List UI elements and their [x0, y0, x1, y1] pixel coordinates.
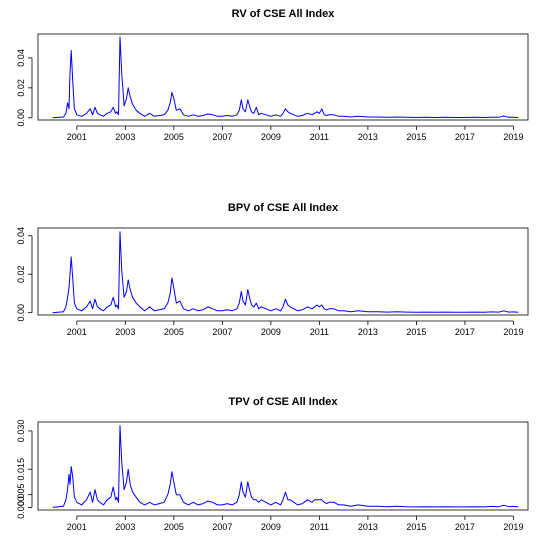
x-tick-label: 2013	[358, 327, 378, 337]
chart-panel-2: BPV of CSE All Index 2001 2003 2005 2007 2009…	[16, 202, 529, 337]
x-tick-label: 2005	[164, 132, 184, 142]
plot-frame	[37, 33, 529, 121]
y-tick-label: 0.030	[16, 420, 26, 443]
x-tick-label: 2005	[164, 327, 184, 337]
x-tick-label: 2003	[115, 132, 135, 142]
chart-panel-3: TPV of CSE All Index 2001 2003 2005 2007 2009…	[16, 396, 529, 532]
y-tick-label: 0.04	[16, 49, 26, 67]
x-tick-label: 2007	[212, 132, 232, 142]
x-tick-label: 2009	[261, 327, 281, 337]
x-tick-label: 2011	[310, 522, 329, 532]
x-tick-label: 2007	[212, 522, 232, 532]
x-tick-label: 2005	[164, 522, 184, 532]
x-tick-label: 2009	[261, 132, 281, 142]
series-line	[52, 425, 519, 508]
y-tick-label: 0.015	[16, 458, 26, 481]
x-tick-label: 2003	[115, 327, 135, 337]
y-tick-label: 0.005	[16, 483, 26, 506]
x-tick-label: 2011	[310, 132, 329, 142]
x-tick-label: 2013	[358, 522, 378, 532]
plot-frame	[37, 227, 529, 316]
x-tick-label: 2019	[503, 522, 523, 532]
x-tick-label: 2009	[261, 522, 281, 532]
x-tick-label: 2017	[455, 522, 475, 532]
x-tick-label: 2019	[503, 132, 523, 142]
x-tick-label: 2001	[67, 522, 87, 532]
y-tick-label: 0.04	[16, 227, 26, 245]
y-tick-label: 0.000	[16, 496, 26, 519]
x-tick-label: 2001	[67, 132, 87, 142]
chart-title: BPV of CSE All Index	[228, 202, 339, 214]
chart-title: TPV of CSE All Index	[229, 396, 339, 408]
y-tick-label: 0.00	[16, 109, 26, 127]
x-tick-label: 2015	[406, 132, 426, 142]
series-line	[52, 36, 519, 119]
x-tick-label: 2013	[358, 132, 378, 142]
x-tick-label: 2015	[406, 327, 426, 337]
x-tick-label: 2003	[115, 522, 135, 532]
series-line	[52, 231, 519, 314]
x-tick-label: 2015	[406, 522, 426, 532]
x-tick-label: 2011	[310, 327, 329, 337]
y-tick-label: 0.00	[16, 304, 26, 322]
y-tick-label: 0.02	[16, 79, 26, 97]
chart-title: RV of CSE All Index	[232, 8, 336, 20]
x-tick-label: 2007	[212, 327, 232, 337]
x-tick-label: 2001	[67, 327, 87, 337]
x-tick-label: 2017	[455, 327, 475, 337]
chart-panel-1: RV of CSE All Index 2001 2003 2005 2007 2009 2…	[16, 8, 529, 142]
x-tick-label: 2019	[503, 327, 523, 337]
y-tick-label: 0.02	[16, 265, 26, 283]
plot-frame	[37, 421, 529, 511]
x-tick-label: 2017	[455, 132, 475, 142]
